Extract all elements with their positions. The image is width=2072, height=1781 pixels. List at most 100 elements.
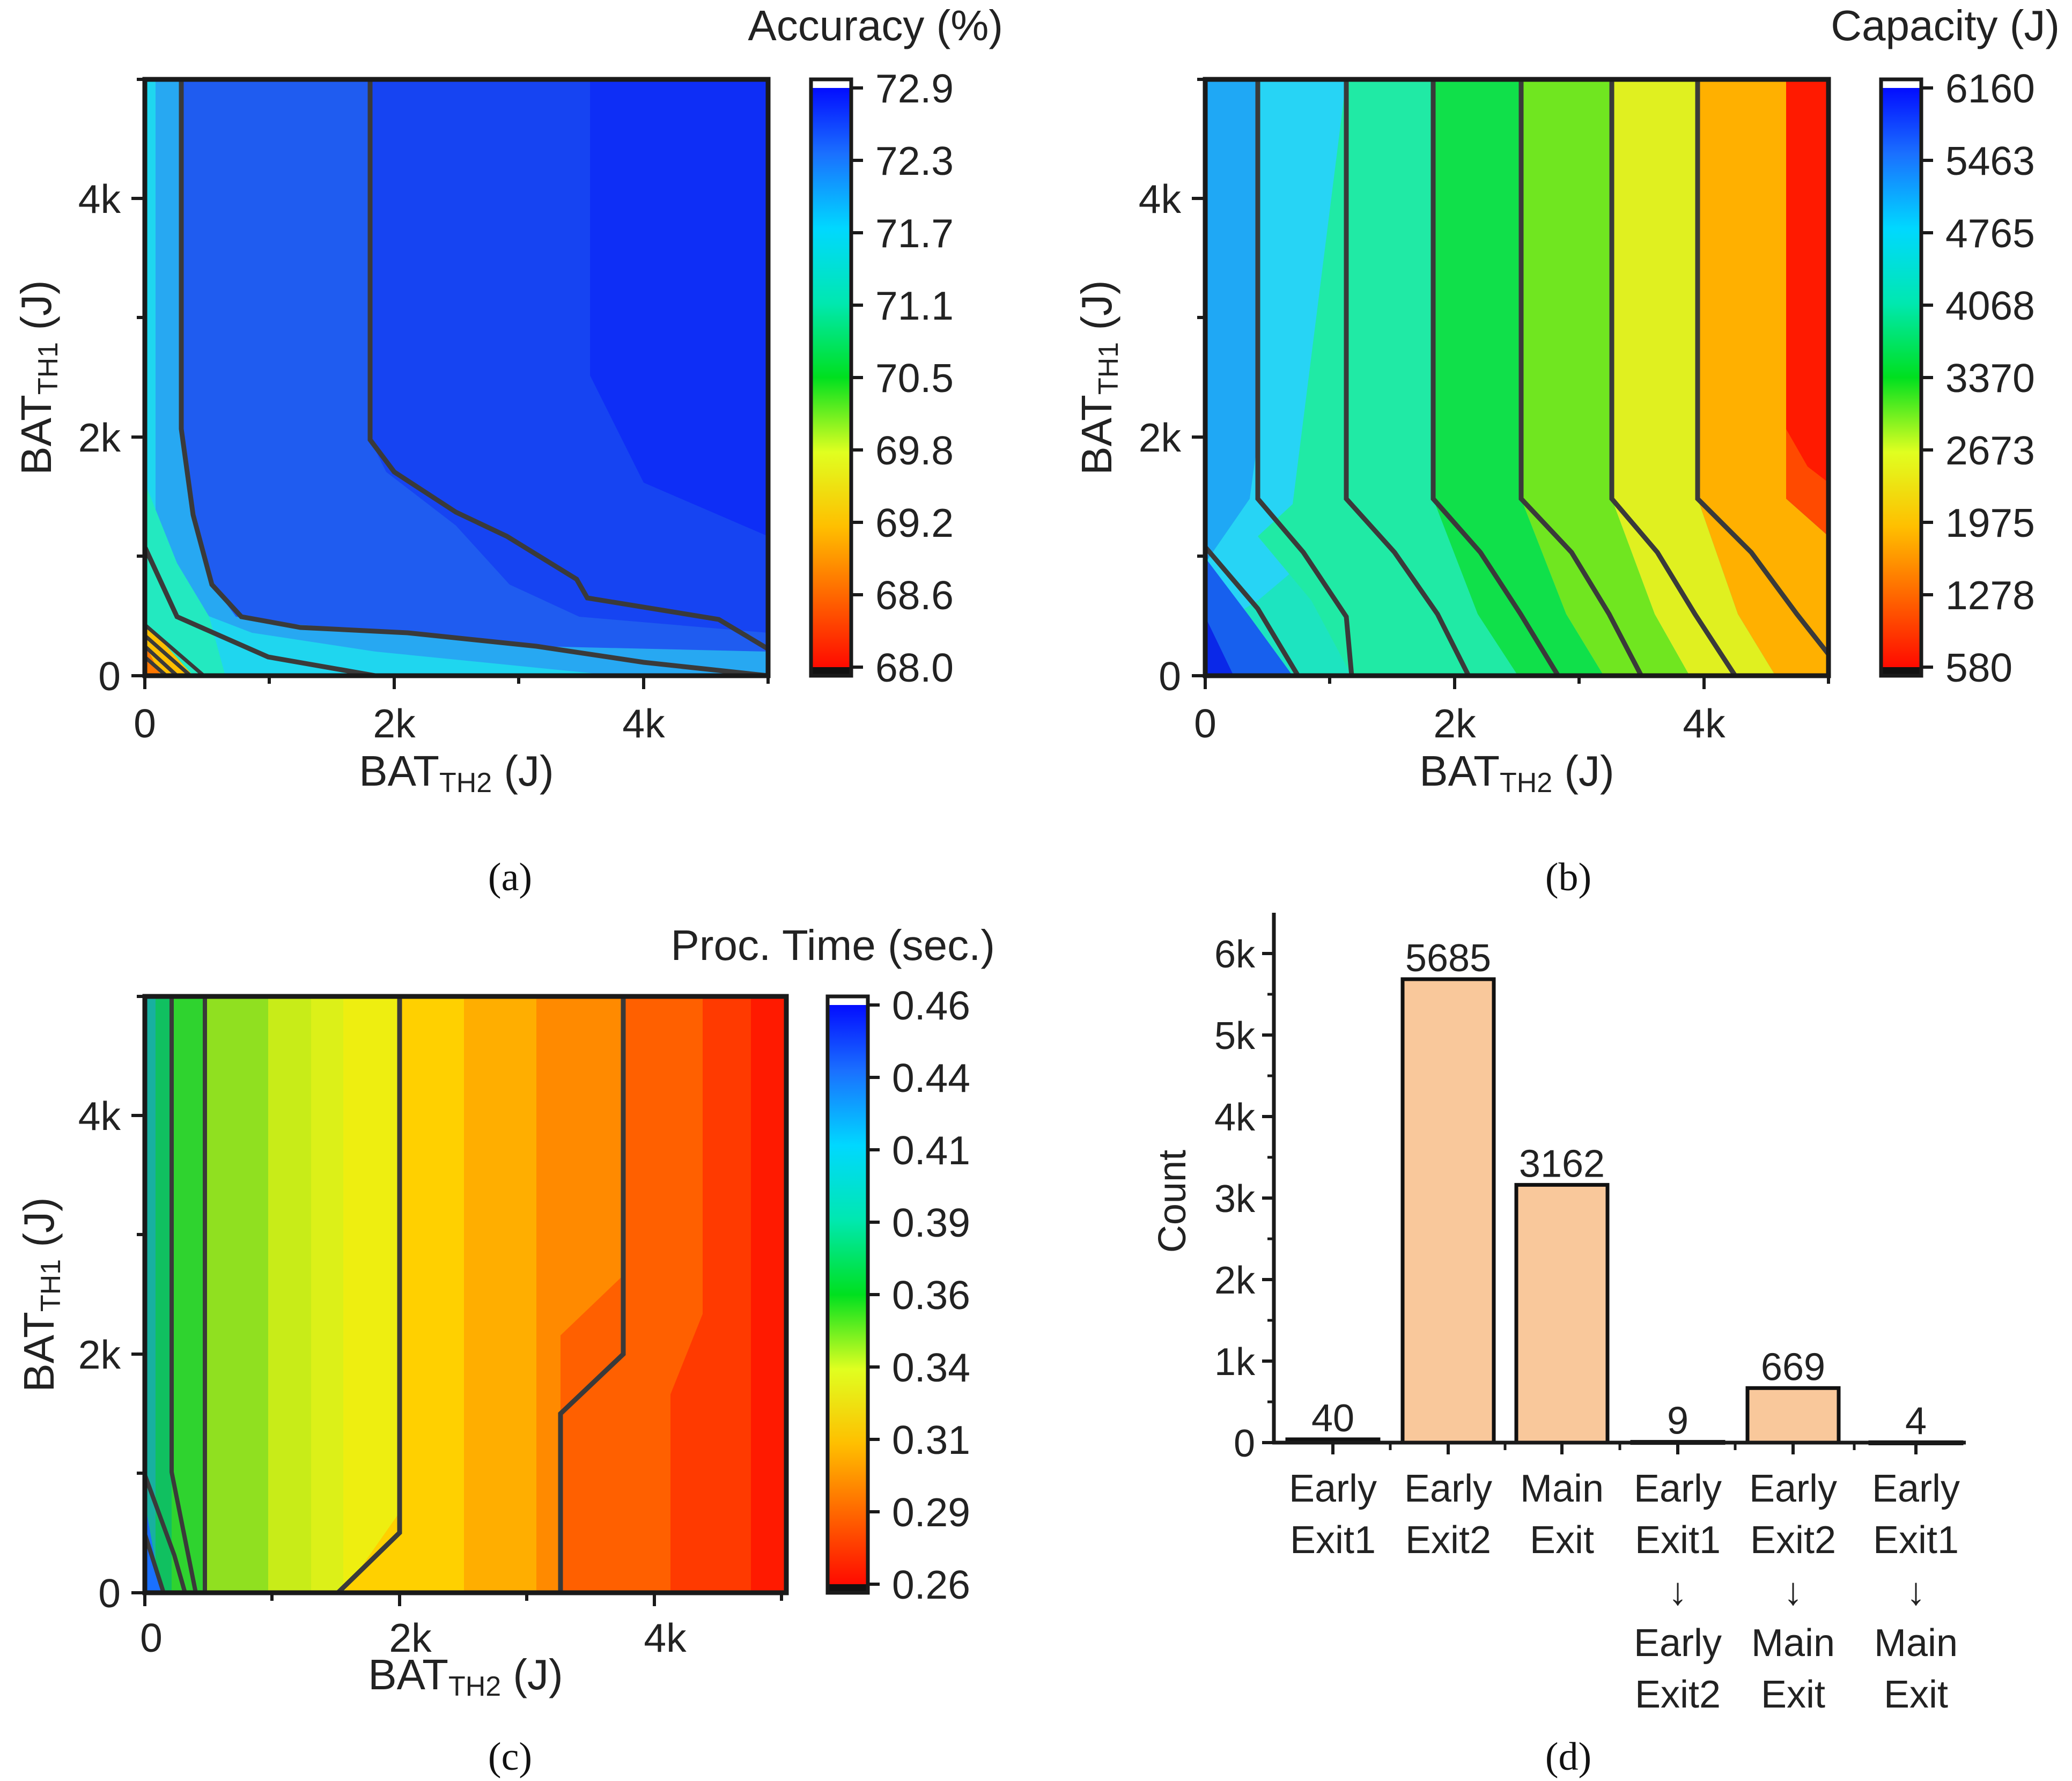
- proc-time-title: Proc. Time (sec.): [670, 921, 995, 969]
- capacity-heatmap-fill: [1205, 79, 1828, 676]
- proc-time-y-tick-labels: 0 2k 4k: [78, 1093, 121, 1616]
- x-category-label: ↓: [1668, 1570, 1687, 1613]
- proc-time-x-tick-labels: 0 2k 4k: [140, 1615, 687, 1660]
- y-tick-label: 3k: [1214, 1178, 1256, 1221]
- colorbar-tick-label: 0.44: [892, 1055, 970, 1100]
- panel-captions: (a) (b) (c) (d): [488, 855, 1591, 1779]
- colorbar-tick-label: 0.41: [892, 1128, 970, 1173]
- colorbar-tick-label: 0.29: [892, 1490, 970, 1535]
- accuracy-x-tick-labels: 0 2k 4k: [134, 701, 665, 746]
- x-category-label: ↓: [1783, 1570, 1803, 1613]
- y-tick-label: 2k: [78, 1332, 121, 1377]
- x-tick-label: 4k: [1683, 701, 1726, 746]
- y-tick-label: 2k: [1214, 1259, 1256, 1302]
- x-category-label: Exit2: [1405, 1519, 1491, 1562]
- colorbar-tick-label: 72.3: [875, 138, 954, 183]
- proc-time-x-axis-label: BATTH2 (J): [368, 1651, 563, 1702]
- x-category-label: Exit: [1530, 1519, 1594, 1562]
- x-category-label: Early: [1634, 1622, 1722, 1665]
- colorbar-tick-label: 71.1: [875, 283, 954, 328]
- caption-b: (b): [1545, 855, 1591, 899]
- y-tick-label: 4k: [78, 1093, 121, 1139]
- y-tick-label: 2k: [1139, 415, 1182, 460]
- x-category-label: Early: [1634, 1467, 1722, 1510]
- exit-count-y-ticks: 0 1k 2k 3k 4k 5k 6k: [1214, 933, 1274, 1465]
- colorbar-tick-label: 69.2: [875, 500, 954, 545]
- exit-count-bars: 40 5685 3162 9 669 4: [1285, 937, 1964, 1445]
- x-category-label: Early: [1749, 1467, 1837, 1510]
- x-category-label: Main: [1751, 1622, 1835, 1665]
- bar-value-label: 9: [1667, 1400, 1688, 1443]
- bar-value-label: 4: [1905, 1400, 1927, 1443]
- proc-time-colorbar-ticks: 0.26 0.29 0.31 0.34 0.36 0.39 0.41 0.44 0.46: [868, 983, 970, 1607]
- accuracy-x-axis-label: BATTH2 (J): [359, 747, 554, 799]
- proc-time-colorbar: [825, 994, 870, 1595]
- accuracy-title: Accuracy (%): [748, 2, 1003, 49]
- capacity-y-axis-label: BATTH1 (J): [1073, 280, 1124, 475]
- x-category-label: Main: [1520, 1467, 1604, 1510]
- colorbar-tick-label: 1975: [1945, 500, 2035, 545]
- x-category-label: Exit2: [1635, 1673, 1721, 1716]
- capacity-axes: [1192, 78, 1830, 689]
- proc-time-axes: [131, 995, 783, 1606]
- bar-value-label: 40: [1311, 1397, 1354, 1440]
- colorbar-tick-label: 0.26: [892, 1562, 970, 1607]
- colorbar-tick-label: 68.0: [875, 645, 954, 690]
- x-category-label: Early: [1872, 1467, 1960, 1510]
- caption-d: (d): [1545, 1735, 1591, 1779]
- colorbar-tick-label: 0.46: [892, 983, 970, 1028]
- x-tick-label: 2k: [389, 1615, 432, 1660]
- y-tick-label: 2k: [78, 415, 121, 460]
- x-tick-label: 4k: [622, 701, 665, 746]
- exit-count-x-tick-labels: Early Exit1 Early Exit2 Main Exit Early Exit1 ↓ E…: [1289, 1443, 1960, 1716]
- x-tick-label: 0: [1194, 701, 1216, 746]
- colorbar-tick-label: 6160: [1945, 66, 2035, 111]
- colorbar-tick-label: 0.36: [892, 1273, 970, 1318]
- exit-count-bar-panel: 40 5685 3162 9 669 4 0 1k 2k 3k 4k 5k 6k Count Earl…: [1151, 913, 1966, 1716]
- x-category-label: Main: [1874, 1622, 1958, 1665]
- x-category-label: Exit1: [1873, 1519, 1959, 1562]
- bar-value-label: 669: [1761, 1346, 1825, 1388]
- colorbar-tick-label: 72.9: [875, 66, 954, 111]
- proc-time-heatmap-fill: [145, 996, 786, 1593]
- capacity-x-axis-label: BATTH2 (J): [1419, 747, 1614, 799]
- colorbar-tick-label: 1278: [1945, 573, 2035, 618]
- y-tick-label: 0: [98, 654, 121, 699]
- colorbar-tick-label: 4765: [1945, 211, 2035, 256]
- proc-time-y-axis-label: BATTH1 (J): [15, 1197, 67, 1392]
- colorbar-tick-label: 71.7: [875, 211, 954, 256]
- colorbar-tick-label: 0.34: [892, 1345, 970, 1390]
- x-category-label: ↓: [1906, 1570, 1926, 1613]
- y-tick-label: 0: [98, 1571, 121, 1616]
- colorbar-tick-label: 5463: [1945, 138, 2035, 183]
- capacity-contour-panel: Capacity (J): [1073, 2, 2060, 799]
- x-tick-label: 0: [140, 1615, 163, 1660]
- colorbar-tick-label: 3370: [1945, 356, 2035, 401]
- y-tick-label: 1k: [1214, 1341, 1256, 1384]
- accuracy-contour-lines: [142, 79, 770, 678]
- x-category-label: Exit: [1761, 1673, 1825, 1716]
- bar: [1400, 977, 1496, 1445]
- x-tick-label: 4k: [644, 1615, 687, 1660]
- y-tick-label: 4k: [1139, 176, 1182, 221]
- y-tick-label: 4k: [1214, 1096, 1256, 1139]
- bar: [1745, 1386, 1841, 1445]
- colorbar-tick-label: 68.6: [875, 573, 954, 618]
- colorbar-tick-label: 70.5: [875, 356, 954, 401]
- proc-time-contour-panel: Proc. Time (sec.): [15, 921, 995, 1702]
- x-category-label: Early: [1289, 1467, 1377, 1510]
- capacity-colorbar: [1879, 77, 1923, 678]
- accuracy-heatmap-fill: [145, 79, 768, 676]
- x-category-label: Exit2: [1750, 1519, 1836, 1562]
- x-category-label: Exit1: [1290, 1519, 1376, 1562]
- y-tick-label: 4k: [78, 176, 121, 221]
- x-category-label: Exit1: [1635, 1519, 1721, 1562]
- capacity-y-tick-labels: 0 2k 4k: [1139, 176, 1182, 699]
- colorbar-tick-label: 4068: [1945, 283, 2035, 328]
- x-tick-label: 2k: [373, 701, 416, 746]
- colorbar-tick-label: 580: [1945, 645, 2012, 690]
- accuracy-y-axis-label: BATTH1 (J): [12, 280, 64, 475]
- bar-value-label: 5685: [1405, 937, 1491, 980]
- accuracy-y-tick-labels: 0 2k 4k: [78, 176, 121, 699]
